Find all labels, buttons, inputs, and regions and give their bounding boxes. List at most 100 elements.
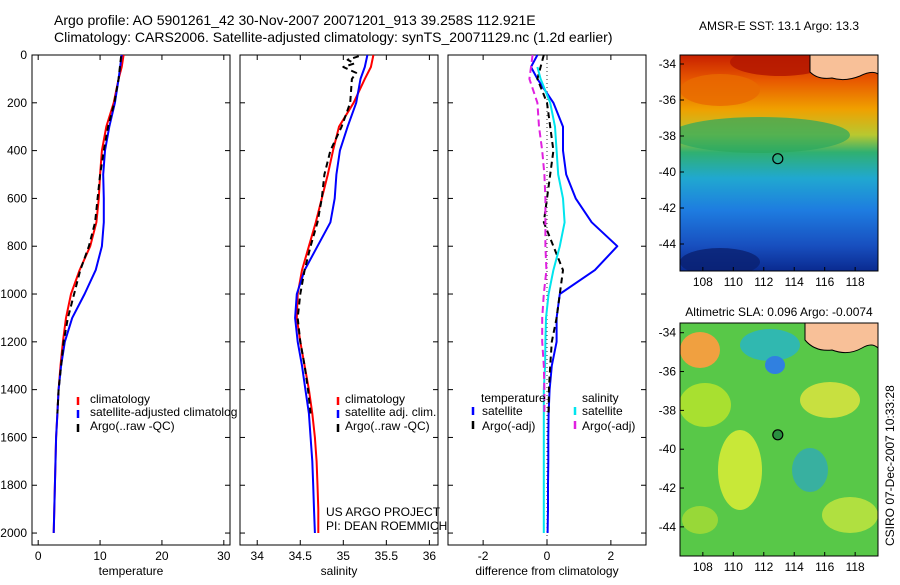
sla-argo-marker [772,429,784,441]
sla-blob-1 [680,332,720,368]
map-x-tick-label: 108 [693,560,713,574]
project-note-line-2: PI: DEAN ROEMMICH [326,519,447,533]
map-y-tick-label: -40 [659,442,677,456]
map-y-tick-label: -38 [659,403,677,417]
legend-label-temp-satellite: satellite [482,404,523,418]
salinity-plot-area [239,54,439,546]
side-caption: CSIRO 07-Dec-2007 10:33:28 [883,385,897,546]
sst-warm-patch [680,74,760,106]
y-tick-label: 1800 [0,478,27,492]
x-tick-label: 0 [544,549,551,563]
temperature-xlabel: temperature [99,564,164,578]
y-tick-label: 400 [7,144,27,158]
y-tick-label: 1200 [0,335,27,349]
sla-map-frame [679,322,879,557]
map-y-tick-label: -36 [659,93,677,107]
temperature-plot-area [31,54,231,546]
map-x-tick-label: 114 [785,560,804,574]
legend-group-temperature: temperature [481,391,546,405]
map-x-tick-label: 108 [693,275,713,289]
salinity-xlabel: salinity [321,564,358,578]
sla-blob-9 [682,506,718,534]
sla-blob-5 [800,382,860,418]
map-y-tick-label: -44 [659,520,677,534]
series-line-argo-raw-qc- [56,56,123,414]
sla-map-axes: 108 110 112 114 116 118 -34 -36 -38 -40 -42 -44 [659,326,865,574]
map-x-tick-label: 116 [815,560,834,574]
difference-legend: temperature salinity satellite Argo(-adj… [471,391,635,433]
series-line-argo-adj- [528,54,548,414]
x-tick-label: 2 [608,549,615,563]
difference-xlabel: difference from climatology [475,564,618,578]
sla-map-title: Altimetric SLA: 0.096 Argo: -0.0074 [685,305,873,319]
salinity-legend: climatology satellite adj. clim. Argo(..… [336,392,436,433]
sla-land [804,323,878,354]
legend-label-argo: Argo(..raw -QC) [90,419,175,433]
series-line-argo-adj- [536,54,564,414]
header-line-1: Argo profile: AO 5901261_42 30-Nov-2007 … [54,12,536,28]
legend-label-temp-argo: Argo(-adj) [482,419,535,433]
map-y-tick-label: -36 [659,365,677,379]
header-line-2: Climatology: CARS2006. Satellite-adjuste… [54,29,612,45]
x-tick-label: 30 [217,549,231,563]
sla-blob-7 [822,497,878,533]
map-x-tick-label: 112 [754,560,773,574]
map-y-tick-label: -34 [659,57,677,71]
series-line-argo-raw-qc- [296,55,360,414]
x-tick-label: 0 [35,549,42,563]
y-tick-label: 0 [20,48,27,62]
map-x-tick-label: 118 [846,275,865,289]
map-x-tick-label: 116 [815,275,834,289]
series-line-satellite-adj-clim- [294,54,369,534]
legend-group-salinity: salinity [582,391,619,405]
sst-cold-patch [680,248,760,271]
series-line-satellite-adjusted-climatolog [52,54,123,534]
map-x-tick-label: 110 [724,560,743,574]
sst-map-title: AMSR-E SST: 13.1 Argo: 13.3 [699,19,859,33]
sst-map-axes: 108 110 112 114 116 118 -34 -36 -38 -40 -42 -44 [659,57,865,289]
y-tick-label: 2000 [0,526,27,540]
map-x-tick-label: 110 [724,275,743,289]
legend-label-satellite: satellite-adjusted climatolog [90,405,237,419]
sla-blob-8 [792,448,828,492]
map-y-tick-label: -44 [659,237,677,251]
legend-label-sal-argo: Argo(-adj) [582,419,635,433]
sla-blob-2 [740,329,800,361]
y-tick-label: 600 [7,191,27,205]
sst-map-frame [679,54,879,272]
map-x-tick-label: 114 [785,275,804,289]
sla-blob-4 [680,383,731,427]
sst-argo-marker [772,153,784,165]
map-x-tick-label: 112 [754,275,773,289]
sla-blob-3 [765,356,785,374]
y-tick-label: 800 [7,239,27,253]
x-tick-label: 35.5 [375,549,399,563]
legend-label-climatology: climatology [90,392,150,406]
map-x-tick-label: 118 [846,560,865,574]
series-line-satellite [530,54,619,534]
sla-map [680,323,878,556]
x-tick-label: -2 [478,549,489,563]
temperature-legend: climatology satellite-adjusted climatolo… [76,392,237,433]
x-tick-label: 35 [337,549,351,563]
sla-blob-6 [718,430,762,510]
map-y-tick-label: -38 [659,129,677,143]
temperature-panel: 0 10 20 30 0 200 400 600 800 1000 1200 1400 1600 1800… [0,48,231,578]
map-y-tick-label: -42 [659,481,677,495]
sst-map [680,55,878,271]
x-tick-label: 36 [423,549,437,563]
legend-label-satellite: satellite adj. clim. [345,405,436,419]
project-note-line-1: US ARGO PROJECT [326,505,441,519]
y-tick-label: 200 [7,96,27,110]
y-tick-label: 1000 [0,287,27,301]
x-tick-label: 34 [251,549,265,563]
legend-label-sal-satellite: satellite [582,404,623,418]
map-y-tick-label: -42 [659,201,677,215]
map-y-tick-label: -40 [659,165,677,179]
sst-green-band [680,117,850,153]
y-tick-label: 1600 [0,430,27,444]
y-tick-label: 1400 [0,383,27,397]
legend-label-climatology: climatology [345,392,405,406]
